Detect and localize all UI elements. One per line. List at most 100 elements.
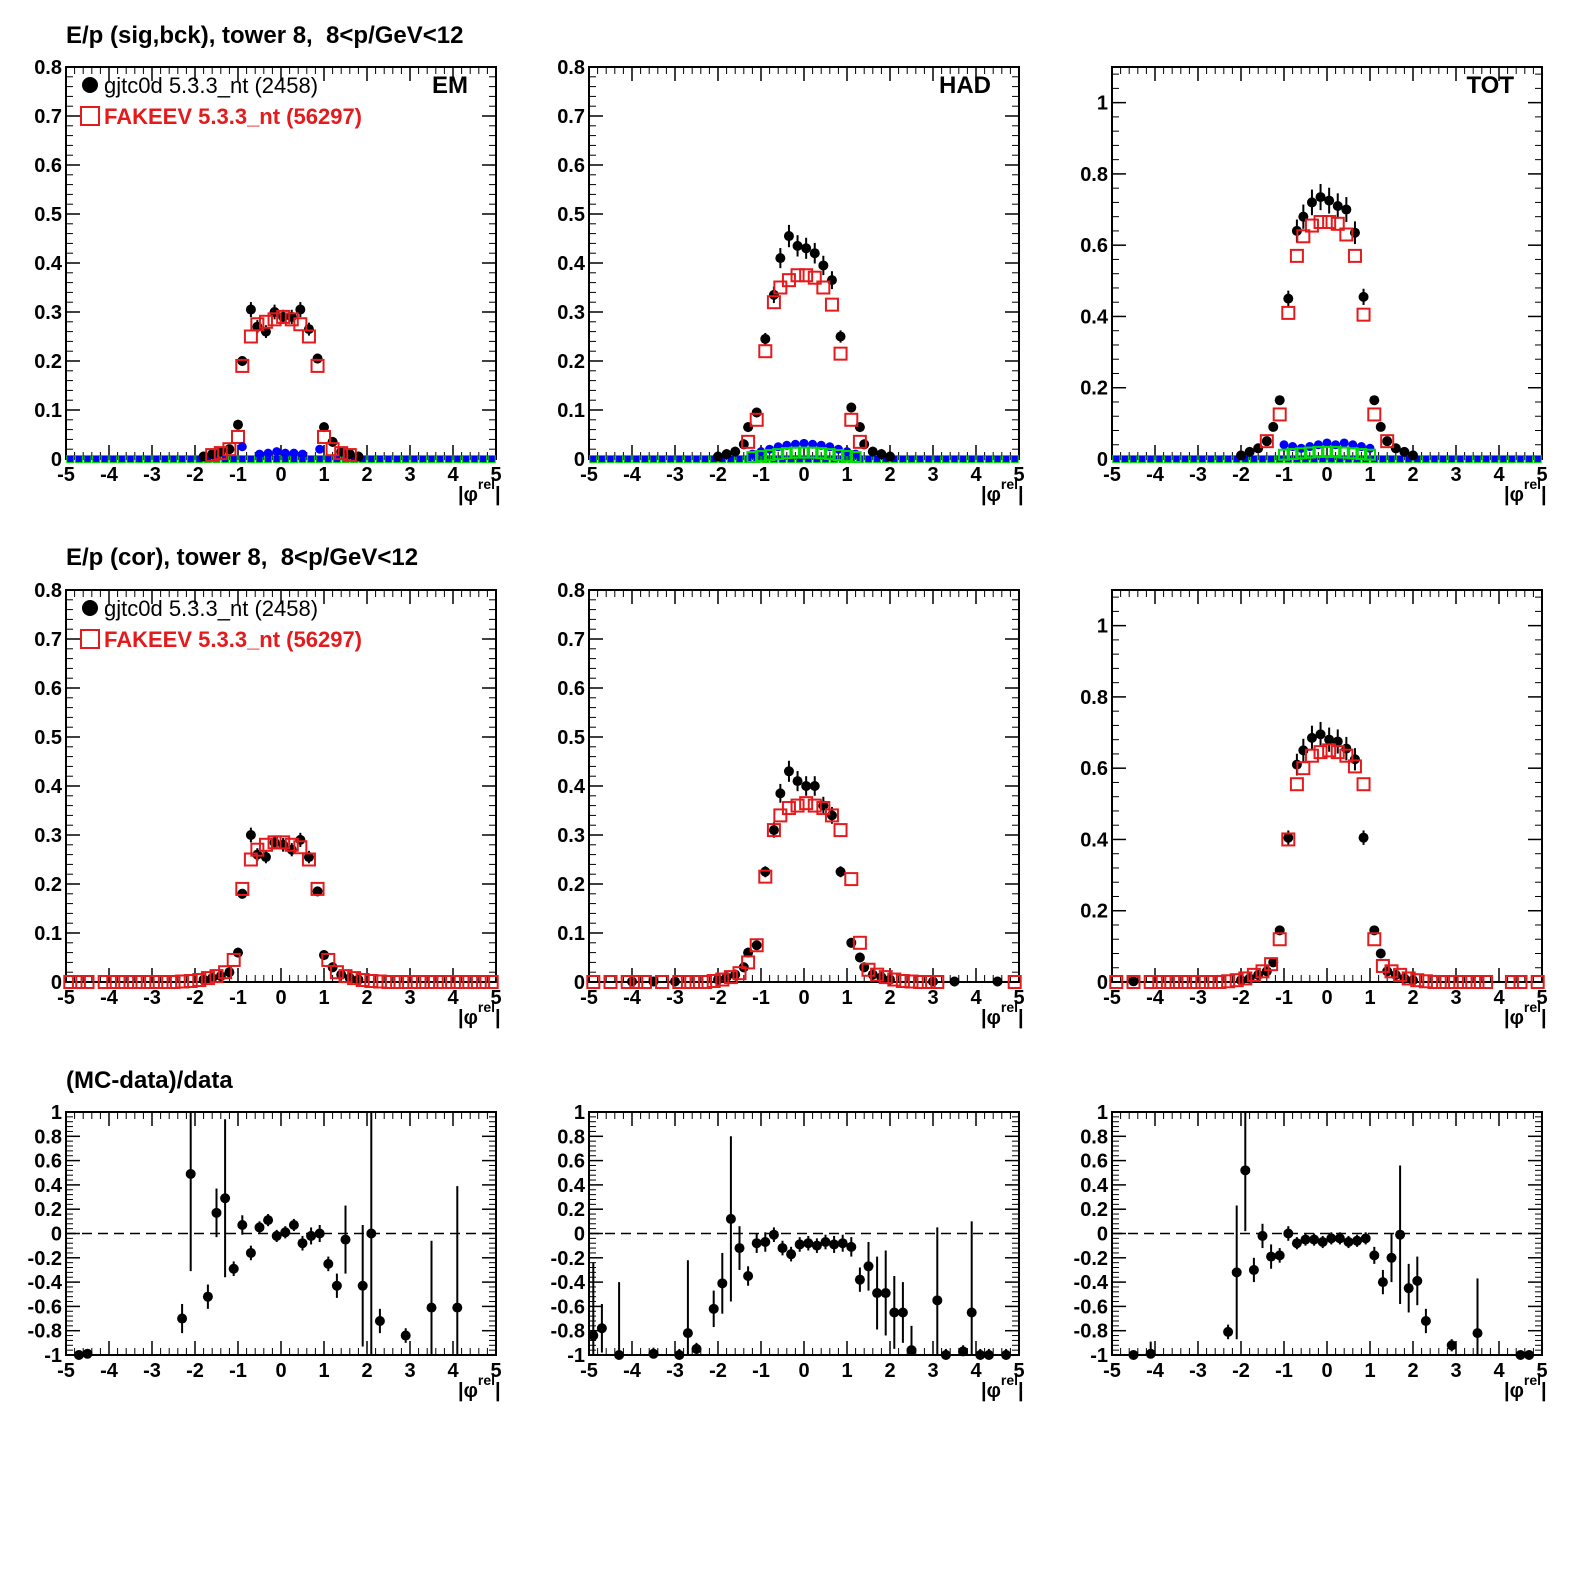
- x-axis-title: |φrel|: [1504, 1372, 1547, 1402]
- mc-point: [140, 975, 155, 989]
- mc-point: [766, 295, 781, 310]
- y-tick-label: 0.4: [1080, 829, 1109, 851]
- ratio-point: [837, 1238, 848, 1249]
- data-point: [1306, 197, 1317, 208]
- legend-mc-marker: [80, 106, 100, 126]
- ratio-point: [777, 1243, 788, 1254]
- x-tick-label: 0: [798, 1360, 809, 1382]
- background-data-marker: [641, 456, 648, 462]
- mc-point: [1186, 975, 1201, 989]
- ratio-point: [880, 1288, 891, 1299]
- data-point: [768, 289, 779, 300]
- x-tick-label: -3: [143, 987, 161, 1009]
- row-title-cor: E/p (cor), tower 8, 8<p/GeV<12: [66, 544, 419, 571]
- mc-point: [267, 312, 282, 327]
- mc-point: [71, 975, 86, 989]
- ratio-point: [1291, 1238, 1302, 1249]
- data-point: [1341, 204, 1352, 215]
- background-data-marker: [1508, 456, 1515, 462]
- mc-point: [1296, 229, 1311, 244]
- background-data-marker: [1182, 456, 1189, 462]
- mc-point: [807, 798, 822, 813]
- mc-point: [1304, 218, 1319, 233]
- background-data-marker: [84, 456, 91, 462]
- background-mc-point: [849, 451, 862, 464]
- background-data-marker: [376, 456, 383, 462]
- x-tick-label: -4: [1146, 464, 1165, 486]
- x-tick-label: -3: [666, 464, 684, 486]
- y-tick-label: 0.4: [1080, 1175, 1109, 1197]
- background-data-marker: [93, 456, 100, 462]
- data-point: [876, 449, 887, 460]
- mc-point: [1347, 759, 1362, 774]
- mc-point: [833, 823, 848, 838]
- data-point: [1375, 948, 1386, 959]
- mc-point: [458, 975, 473, 989]
- background-mc-point: [841, 450, 853, 463]
- x-tick-label: 1: [1364, 987, 1375, 1009]
- x-tick-label: 3: [927, 1360, 938, 1382]
- mc-point: [715, 972, 730, 987]
- mc-point: [301, 852, 316, 867]
- background-mc-point: [1338, 446, 1351, 459]
- data-point: [1128, 976, 1139, 987]
- data-point: [818, 260, 829, 271]
- background-data-point: [1322, 438, 1332, 448]
- y-tick-label: 0.4: [34, 776, 63, 798]
- y-tick-label: -0.4: [28, 1272, 63, 1294]
- ratio-point: [614, 1350, 625, 1360]
- mc-point: [1347, 248, 1362, 263]
- y-tick-label: -0.6: [28, 1296, 62, 1318]
- mc-point: [424, 975, 439, 989]
- x-tick-label: -5: [580, 987, 598, 1009]
- legend-data-label: gjtc0d 5.3.3_nt (2458): [104, 73, 318, 98]
- background-data-marker: [899, 456, 906, 462]
- background-data-marker: [161, 456, 168, 462]
- ratio-point: [846, 1241, 857, 1252]
- mc-point: [741, 955, 756, 970]
- data-point: [237, 888, 248, 899]
- panel-cor-EM: -5 -4 -3 -2 -1 0 1 2 3 4 5 0 0.1 0.2 0.3 0.4 0.5 0.6 0.7 0.…: [34, 580, 501, 1029]
- data-point: [1358, 832, 1369, 843]
- background-data-marker: [67, 456, 74, 462]
- y-tick-label: 1: [574, 1102, 585, 1124]
- y-tick-label: -0.2: [551, 1248, 585, 1270]
- background-data-marker: [110, 456, 117, 462]
- x-tick-label: -3: [1189, 464, 1207, 486]
- mc-point: [1203, 975, 1218, 989]
- background-data-marker: [650, 456, 657, 462]
- x-tick-label: -4: [623, 464, 642, 486]
- mc-point: [1401, 971, 1416, 986]
- mc-point: [1264, 957, 1279, 972]
- ratio-point: [426, 1302, 437, 1313]
- ratio-point: [743, 1271, 754, 1282]
- mc-point: [1410, 973, 1425, 988]
- legend-mc-label: FAKEEV 5.3.3_nt (56297): [104, 627, 362, 652]
- mc-point: [1272, 407, 1287, 422]
- y-tick-label: 0: [574, 1224, 585, 1246]
- data-point: [1261, 966, 1272, 977]
- mc-point: [1453, 975, 1468, 989]
- y-tick-label: 0.2: [1080, 901, 1108, 923]
- x-tick-label: -1: [752, 1360, 770, 1382]
- ratio-point: [708, 1303, 719, 1314]
- mc-point: [824, 297, 839, 312]
- data-point: [949, 976, 960, 987]
- mc-point: [1289, 777, 1304, 792]
- y-tick-label: 0.2: [1080, 378, 1108, 400]
- y-tick-label: 0.8: [34, 1126, 62, 1148]
- mc-point: [276, 309, 291, 324]
- mc-point: [301, 329, 316, 344]
- data-point: [237, 356, 248, 366]
- x-tick-label: 3: [1450, 1360, 1461, 1382]
- mc-point: [1356, 307, 1371, 322]
- mc-point: [63, 975, 78, 989]
- data-point: [1382, 436, 1393, 447]
- y-tick-label: 0: [1097, 972, 1108, 994]
- ratio-point: [794, 1239, 805, 1250]
- background-mc-point: [815, 447, 828, 460]
- y-tick-label: 0.3: [34, 825, 62, 847]
- mc-point: [276, 835, 291, 850]
- x-tick-label: 0: [798, 987, 809, 1009]
- background-data-marker: [727, 456, 734, 462]
